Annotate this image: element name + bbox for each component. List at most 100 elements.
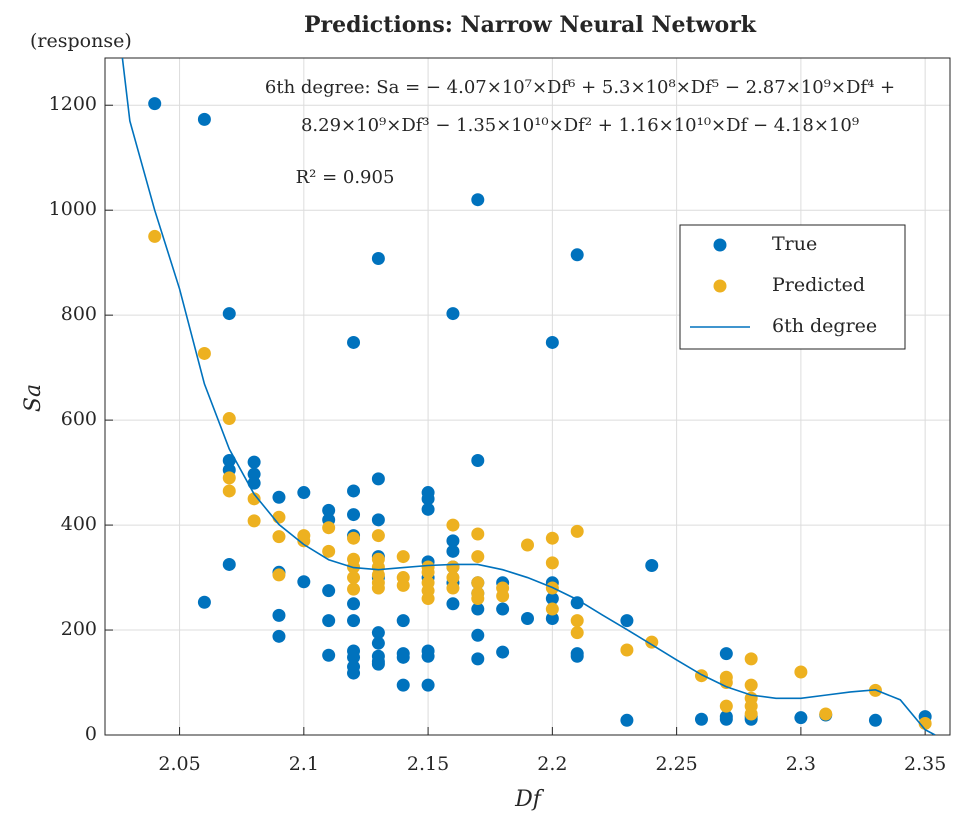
data-point <box>222 557 236 571</box>
data-point <box>247 467 261 481</box>
y-axis-label: Sa <box>21 384 46 412</box>
data-point <box>496 589 510 603</box>
data-point <box>347 335 361 349</box>
data-point <box>421 592 435 606</box>
data-point <box>371 251 385 265</box>
data-point <box>545 556 559 570</box>
data-point <box>347 582 361 596</box>
data-point <box>421 502 435 516</box>
plot-area <box>121 58 936 735</box>
y-tick-label: 800 <box>61 303 97 325</box>
y-tick-label: 200 <box>61 618 97 640</box>
annotation: R² = 0.905 <box>296 167 395 188</box>
data-point <box>297 534 311 548</box>
data-point <box>496 645 510 659</box>
data-point <box>371 657 385 671</box>
data-point <box>371 529 385 543</box>
x-tick-label: 2.3 <box>786 753 816 775</box>
data-point <box>247 455 261 469</box>
data-point <box>794 665 808 679</box>
data-point <box>471 652 485 666</box>
data-point <box>297 575 311 589</box>
data-point <box>744 707 758 721</box>
data-point <box>446 518 460 532</box>
x-tick-label: 2.15 <box>407 753 449 775</box>
data-point <box>719 699 733 713</box>
data-point <box>347 666 361 680</box>
data-point <box>347 531 361 545</box>
data-point <box>545 602 559 616</box>
data-point <box>545 335 559 349</box>
data-point <box>446 307 460 321</box>
data-point <box>645 635 659 649</box>
data-point <box>371 513 385 527</box>
plot-frame <box>104 57 951 736</box>
data-point <box>719 647 733 661</box>
y-tick-label: 1000 <box>49 198 97 220</box>
data-point <box>570 614 584 628</box>
data-point <box>421 565 435 579</box>
data-point <box>222 471 236 485</box>
data-point <box>222 412 236 426</box>
data-point <box>272 608 286 622</box>
data-point <box>322 614 336 628</box>
data-point <box>446 534 460 548</box>
data-point <box>570 626 584 640</box>
data-point <box>620 713 634 727</box>
data-point <box>222 454 236 468</box>
annotation: 8.29×10⁹×Df³ − 1.35×10¹⁰×Df² + 1.16×10¹⁰… <box>301 115 859 136</box>
data-point <box>620 614 634 628</box>
data-point <box>272 490 286 504</box>
y-tick-label: 600 <box>61 408 97 430</box>
data-point <box>545 592 559 606</box>
legend-swatch <box>713 279 727 293</box>
legend-swatch <box>713 238 727 252</box>
data-point <box>496 602 510 616</box>
y-tick-label: 400 <box>61 513 97 535</box>
data-point <box>421 492 435 506</box>
data-point <box>272 629 286 643</box>
data-point <box>272 510 286 524</box>
data-point <box>247 492 261 506</box>
data-point <box>446 571 460 585</box>
x-tick-label: 2.2 <box>537 753 567 775</box>
y-unit-label: (response) <box>30 30 132 52</box>
data-point <box>322 521 336 535</box>
data-point <box>322 648 336 662</box>
data-point <box>744 652 758 666</box>
y-tick-label: 0 <box>85 723 97 745</box>
data-point <box>247 514 261 528</box>
data-point <box>197 112 211 126</box>
data-point <box>446 581 460 595</box>
data-point <box>272 568 286 582</box>
data-point <box>570 248 584 262</box>
data-point <box>471 454 485 468</box>
data-point <box>371 636 385 650</box>
data-point <box>272 530 286 544</box>
data-point <box>396 678 410 692</box>
data-point <box>471 602 485 616</box>
y-tick-label: 1200 <box>49 93 97 115</box>
chart-title: Predictions: Narrow Neural Network <box>304 12 757 38</box>
legend-label: Predicted <box>772 274 865 296</box>
data-point <box>620 643 634 657</box>
data-point <box>347 597 361 611</box>
data-point <box>446 597 460 611</box>
data-point <box>347 614 361 628</box>
data-point <box>148 229 162 243</box>
data-point <box>322 584 336 598</box>
data-point <box>297 486 311 500</box>
data-point <box>396 650 410 664</box>
data-point <box>694 712 708 726</box>
data-point <box>471 527 485 541</box>
data-point <box>719 712 733 726</box>
data-point <box>222 307 236 321</box>
data-point <box>819 707 833 721</box>
data-point <box>471 576 485 590</box>
data-point <box>570 596 584 610</box>
data-point <box>545 531 559 545</box>
data-point <box>371 581 385 595</box>
x-axis-label: Df <box>514 787 545 812</box>
data-point <box>396 578 410 592</box>
